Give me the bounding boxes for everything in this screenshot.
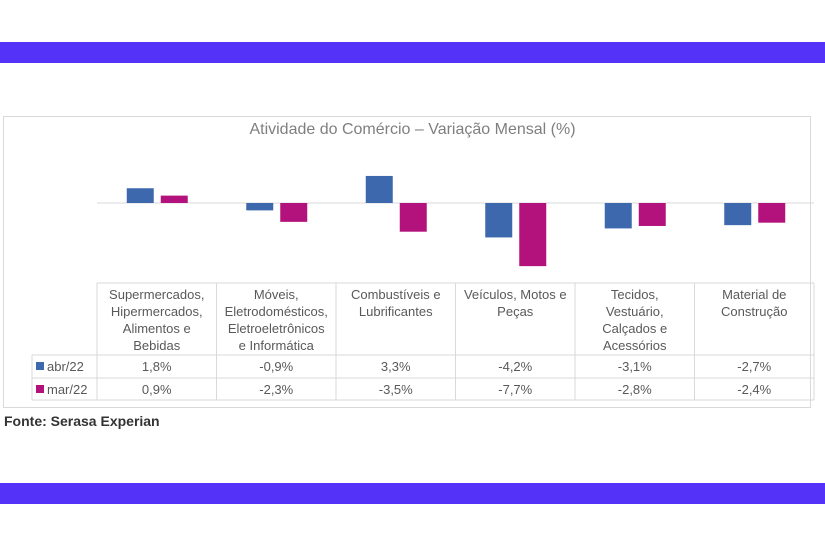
legend-label: mar/22	[47, 382, 87, 397]
data-label: -7,7%	[498, 382, 532, 397]
data-label: -3,1%	[618, 359, 652, 374]
chart-title: Atividade do Comércio – Variação Mensal …	[249, 121, 576, 138]
top-band	[0, 42, 825, 63]
bar-abr/22	[246, 203, 274, 211]
bar-abr/22	[604, 203, 632, 229]
bar-abr/22	[724, 203, 752, 226]
data-label: 0,9%	[142, 382, 172, 397]
category-label: Lubrificantes	[359, 304, 433, 319]
bottom-band	[0, 483, 825, 504]
bar-abr/22	[485, 203, 513, 238]
category-label: Calçados e	[602, 321, 667, 336]
category-label: Móveis,	[254, 287, 299, 302]
bar-abr/22	[126, 188, 154, 203]
data-label: 1,8%	[142, 359, 172, 374]
bar-mar/22	[519, 203, 547, 267]
data-label: -2,7%	[737, 359, 771, 374]
data-label: -3,5%	[379, 382, 413, 397]
category-label: Vestuário,	[606, 304, 664, 319]
legend-label: abr/22	[47, 359, 84, 374]
legend-key-mar/22	[36, 385, 44, 393]
category-label: Tecidos,	[611, 287, 659, 302]
chart-frame	[3, 116, 811, 408]
category-label: Hipermercados,	[111, 304, 203, 319]
legend-key-abr/22	[36, 362, 44, 370]
category-label: Eletrodomésticos,	[225, 304, 328, 319]
category-label: Bebidas	[133, 338, 180, 353]
data-label: -2,4%	[737, 382, 771, 397]
source-note: Fonte: Serasa Experian	[4, 413, 160, 429]
bar-mar/22	[758, 203, 786, 223]
data-label: -2,8%	[618, 382, 652, 397]
category-label: Combustíveis e	[351, 287, 441, 302]
bar-mar/22	[638, 203, 666, 226]
category-label: Veículos, Motos e	[464, 287, 567, 302]
category-label: Eletroeletrônicos	[228, 321, 325, 336]
bar-mar/22	[399, 203, 427, 232]
data-label: -0,9%	[259, 359, 293, 374]
category-label: Peças	[497, 304, 534, 319]
category-label: Supermercados,	[109, 287, 204, 302]
data-label: 3,3%	[381, 359, 411, 374]
category-label: Material de	[722, 287, 786, 302]
bar-abr/22	[365, 175, 393, 203]
bar-mar/22	[280, 203, 308, 222]
bar-mar/22	[160, 195, 188, 203]
data-label: -2,3%	[259, 382, 293, 397]
category-label: Acessórios	[603, 338, 667, 353]
category-label: Alimentos e	[123, 321, 191, 336]
category-label: e Informática	[239, 338, 315, 353]
category-label: Construção	[721, 304, 787, 319]
data-label: -4,2%	[498, 359, 532, 374]
